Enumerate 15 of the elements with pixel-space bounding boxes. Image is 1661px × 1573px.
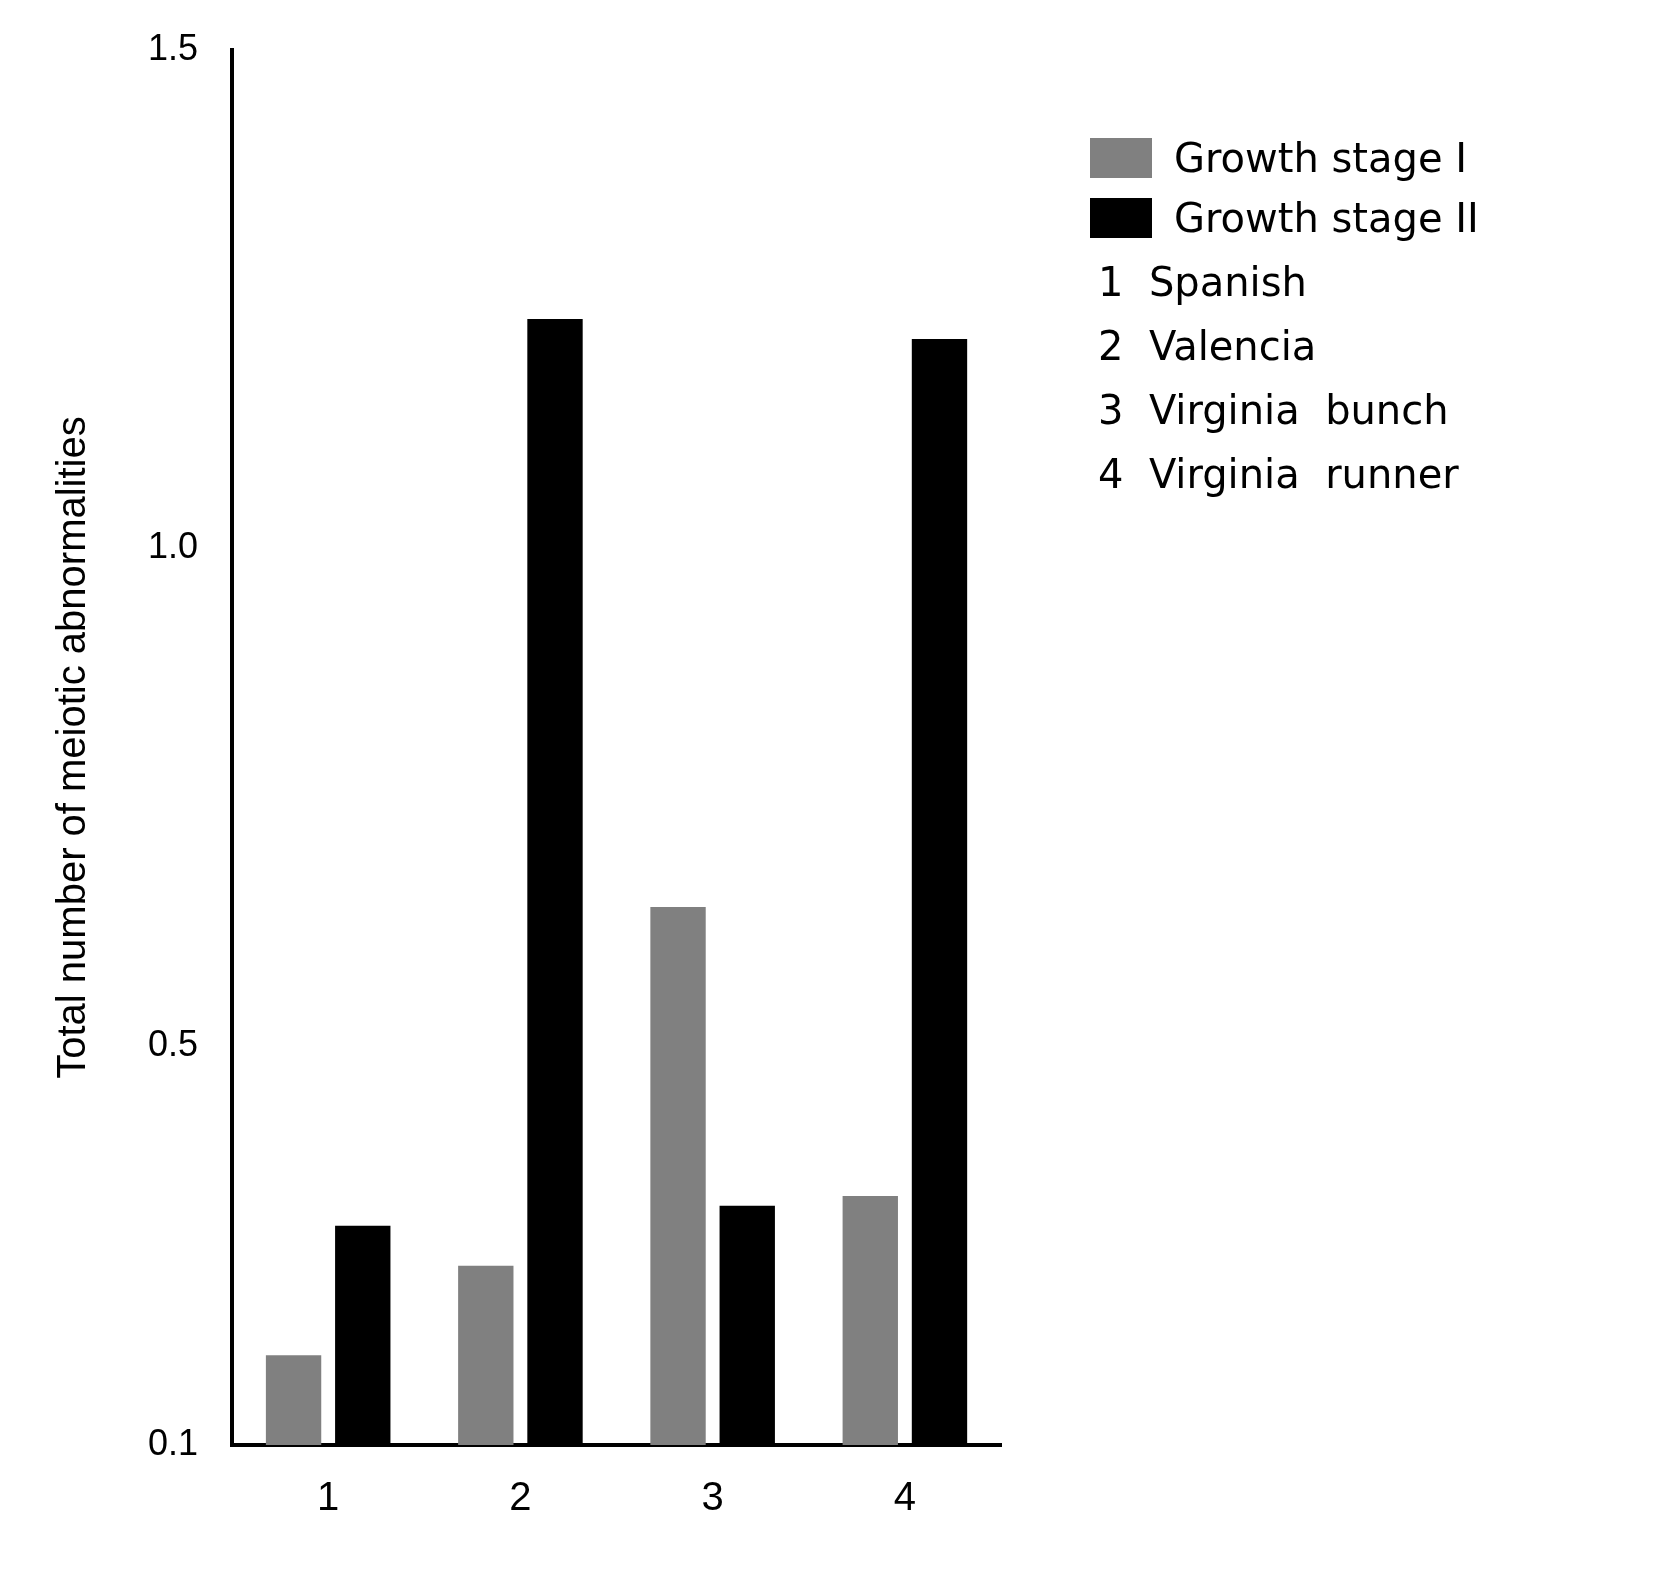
legend-label: Growth stage I xyxy=(1174,135,1468,181)
text: 3 Virginia bunch xyxy=(1098,387,1450,433)
y-tick-label: 0.5 xyxy=(148,1023,199,1065)
y-tick-label: 0.1 xyxy=(148,1421,199,1463)
x-tick-label: 3 xyxy=(701,1474,724,1519)
x-tick-label: 1 xyxy=(317,1474,340,1519)
text: 4 Virginia runner xyxy=(1098,451,1460,497)
text: 1 Spanish xyxy=(1098,259,1308,305)
x-tick-label: 4 xyxy=(893,1474,917,1519)
y-tick-label: 1.0 xyxy=(148,525,199,567)
x-tick-label: 2 xyxy=(509,1474,532,1519)
y-tick-label: 1.5 xyxy=(148,26,199,68)
y-axis-title: Total number of meiotic abnormalities xyxy=(49,416,94,1079)
legend-label: Growth stage II xyxy=(1174,195,1479,241)
text: 2 Valencia xyxy=(1098,323,1318,369)
